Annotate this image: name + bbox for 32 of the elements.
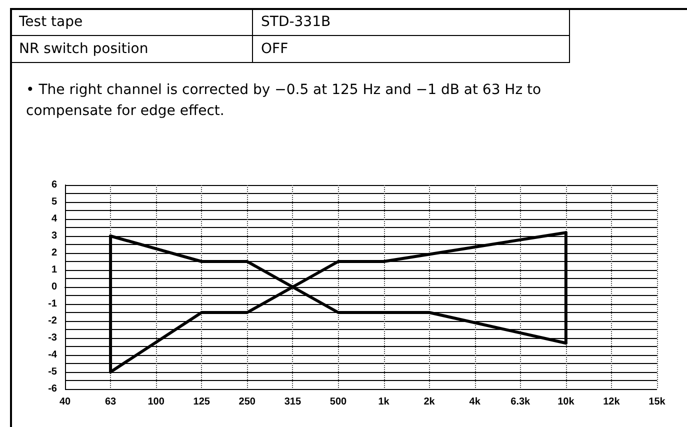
- y-tick-label: 5: [51, 196, 58, 208]
- x-tick-label: 250: [238, 396, 256, 408]
- y-tick-label: 3: [51, 230, 58, 242]
- x-tick-label: 125: [193, 396, 210, 408]
- text: Test tape: [10, 8, 252, 36]
- x-tick-label: 63: [104, 396, 117, 408]
- x-tick-label: 100: [148, 396, 165, 408]
- text: OFF: [252, 36, 570, 62]
- x-tick-label: 500: [330, 396, 348, 408]
- x-tick-label: 315: [284, 396, 302, 408]
- y-tick-label: -6: [48, 384, 58, 394]
- x-tick-label: 15k: [648, 396, 666, 408]
- y-tick-label: 2: [51, 248, 58, 258]
- x-tick-label: 4k: [469, 396, 481, 408]
- text: • The right channel is corrected by −0.5 at 125 Hz and −1 dB at 63 Hz to compensate for edge effect.: [26, 81, 542, 121]
- x-tick-label: 2k: [424, 396, 436, 408]
- y-tick-label: -3: [48, 332, 58, 344]
- x-tick-label: 10k: [558, 396, 575, 408]
- x-tick-label: 1k: [378, 396, 390, 408]
- y-tick-label: 6: [51, 180, 58, 190]
- y-tick-label: 4: [51, 214, 58, 224]
- text: NR switch position: [10, 36, 252, 62]
- text: STD-331B: [252, 8, 570, 36]
- y-tick-label: -5: [48, 366, 58, 378]
- y-tick-label: 0: [51, 282, 58, 292]
- x-tick-label: 6.3k: [510, 396, 531, 408]
- y-tick-label: -1: [48, 298, 58, 310]
- x-tick-label: 40: [59, 396, 71, 408]
- y-tick-label: -4: [48, 350, 58, 360]
- x-tick-label: 12k: [603, 396, 620, 408]
- y-tick-label: -2: [48, 316, 58, 326]
- y-tick-label: 1: [51, 264, 58, 276]
